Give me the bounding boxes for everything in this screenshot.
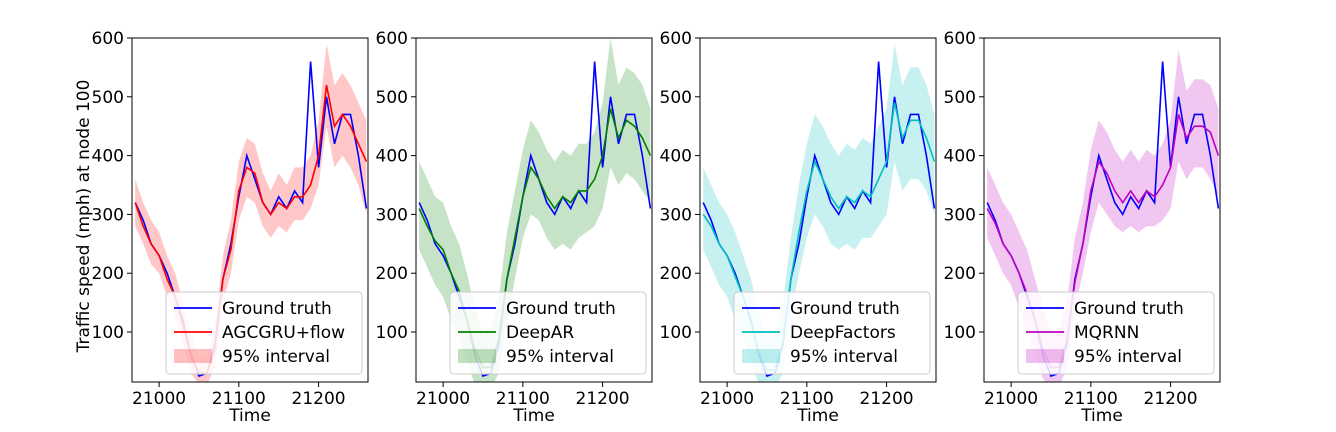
- y-tick-label: 100: [92, 323, 124, 343]
- legend-swatch: [174, 349, 212, 363]
- legend-label: 95% interval: [506, 347, 614, 367]
- legend-label: 95% interval: [1074, 347, 1182, 367]
- axes-frame: [131, 37, 369, 383]
- axes-frame: [983, 37, 1221, 383]
- y-tick-label: 500: [376, 88, 408, 108]
- legend-box: [449, 291, 647, 375]
- x-tick-label: 21200: [576, 389, 630, 409]
- legend-swatch: [1026, 349, 1064, 363]
- legend-label: DeepFactors: [790, 323, 896, 343]
- x-tick-label: 21100: [780, 389, 834, 409]
- interval-band: [987, 49, 1219, 382]
- y-tick-label: 400: [92, 147, 124, 167]
- panel-1: 100 200 300 400 500 600 21000 21100 21200 Time Gro…: [92, 29, 369, 426]
- y-tick-label: 100: [376, 323, 408, 343]
- legend-label: Ground truth: [222, 299, 332, 319]
- y-tick-label: 600: [944, 29, 976, 49]
- y-tick-label: 600: [92, 29, 124, 49]
- y-tick-label: 200: [92, 264, 124, 284]
- y-tick-label: 500: [660, 88, 692, 108]
- y-tick-label: 600: [660, 29, 692, 49]
- panel-4: 100 200 300 400 500 600 21000 21100 21200 Time Gro…: [944, 29, 1221, 426]
- x-tick-label: 21100: [212, 389, 266, 409]
- legend-label: DeepAR: [506, 323, 574, 343]
- legend-swatch: [458, 349, 496, 363]
- panel-2: 100 200 300 400 500 600 21000 21100 21200 Time Gro…: [376, 29, 653, 426]
- x-axis-label: Time: [512, 406, 555, 426]
- y-tick-label: 600: [376, 29, 408, 49]
- model-line: [418, 108, 652, 369]
- y-tick-label: 500: [92, 88, 124, 108]
- y-tick-label: 200: [376, 264, 408, 284]
- y-tick-label: 300: [376, 205, 408, 225]
- legend-label: Ground truth: [1074, 299, 1184, 319]
- y-axis-label: Traffic speed (mph) at node 100: [74, 80, 94, 354]
- y-tick-label: 400: [376, 147, 408, 167]
- x-tick-label: 21000: [984, 389, 1038, 409]
- x-tick-label: 21100: [1064, 389, 1118, 409]
- y-tick-label: 400: [660, 147, 692, 167]
- legend-box: [1017, 291, 1215, 375]
- axes-frame: [699, 37, 937, 383]
- y-tick-label: 200: [660, 264, 692, 284]
- x-tick-label: 21000: [416, 389, 470, 409]
- y-tick-label: 100: [944, 323, 976, 343]
- legend-label: MQRNN: [1074, 323, 1139, 343]
- x-axis-label: Time: [796, 406, 839, 426]
- y-tick-label: 400: [944, 147, 976, 167]
- x-tick-label: 21000: [700, 389, 754, 409]
- x-axis-label: Time: [1080, 406, 1123, 426]
- interval-band: [703, 43, 935, 382]
- interval-band: [135, 43, 367, 382]
- x-tick-label: 21200: [292, 389, 346, 409]
- x-tick-label: 21000: [132, 389, 186, 409]
- legend-label: Ground truth: [506, 299, 616, 319]
- y-tick-label: 300: [92, 205, 124, 225]
- x-tick-label: 21200: [1144, 389, 1198, 409]
- y-tick-label: 500: [944, 88, 976, 108]
- axes-frame: [415, 37, 653, 383]
- y-tick-label: 200: [944, 264, 976, 284]
- legend-label: 95% interval: [790, 347, 898, 367]
- y-tick-label: 300: [660, 205, 692, 225]
- legend-label: 95% interval: [222, 347, 330, 367]
- panel-3: 100 200 300 400 500 600 21000 21100 21200 Time Gro…: [660, 29, 937, 426]
- legend-box: [165, 291, 363, 375]
- legend-label: Ground truth: [790, 299, 900, 319]
- x-axis-label: Time: [228, 406, 271, 426]
- legend-label: AGCGRU+flow: [222, 323, 345, 343]
- y-tick-label: 100: [660, 323, 692, 343]
- legend-box: [733, 291, 931, 375]
- x-tick-label: 21200: [860, 389, 914, 409]
- legend-swatch: [742, 349, 780, 363]
- y-tick-label: 300: [944, 205, 976, 225]
- model-line: [986, 114, 1220, 369]
- interval-band: [419, 38, 651, 382]
- x-tick-label: 21100: [496, 389, 550, 409]
